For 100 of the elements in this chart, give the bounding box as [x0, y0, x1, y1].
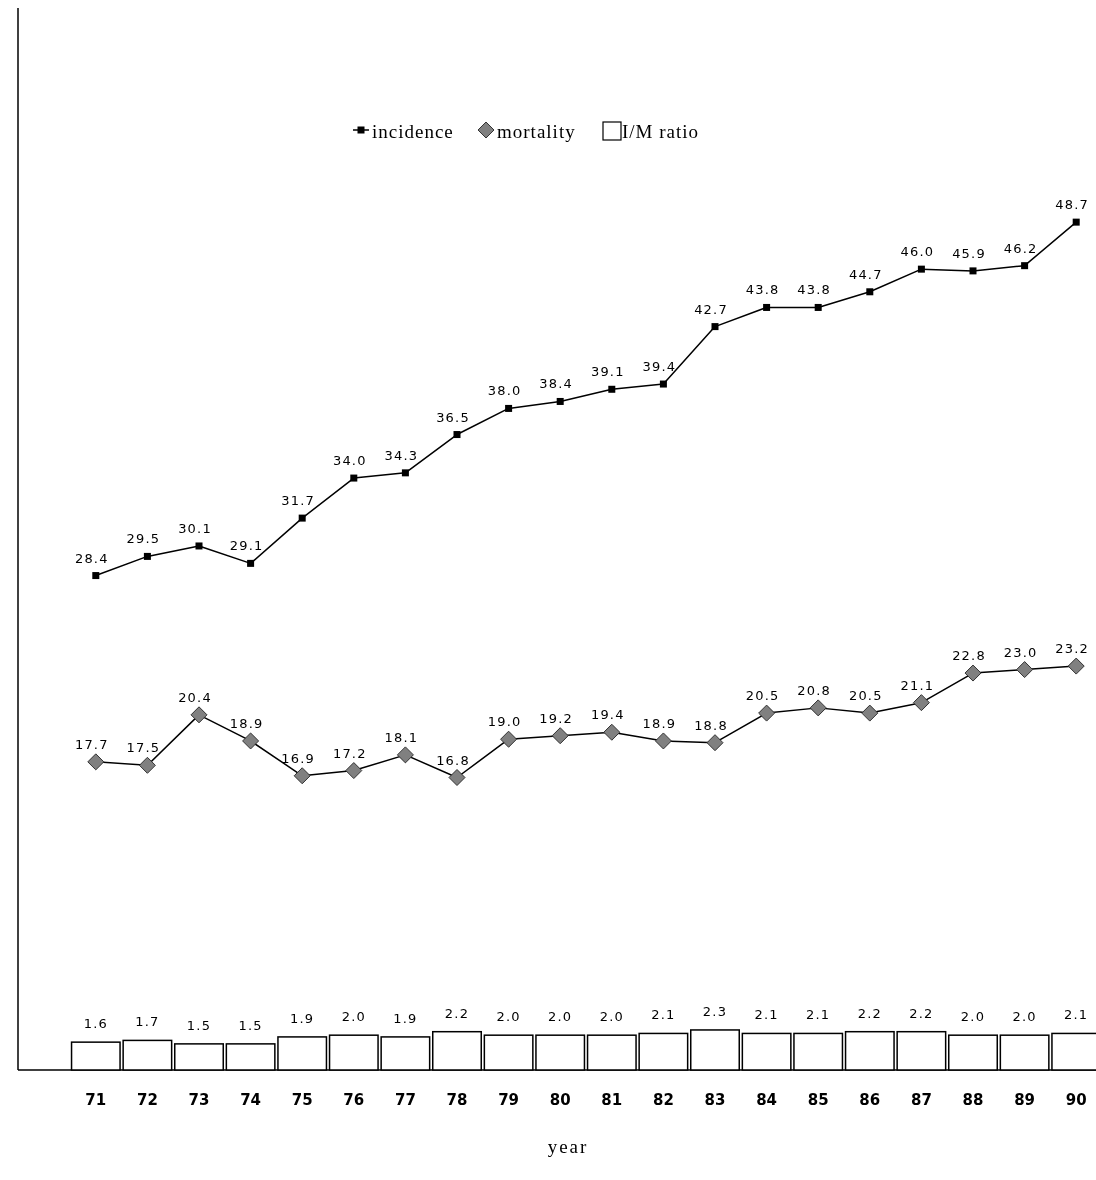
x-tick-label: 85	[807, 1091, 829, 1109]
point	[138, 756, 156, 774]
point	[659, 380, 667, 388]
data-label: 42.7	[694, 301, 728, 317]
data-label: 39.1	[590, 364, 625, 380]
point	[242, 732, 260, 750]
data-label: 1.9	[290, 1010, 315, 1026]
point	[917, 265, 925, 273]
point	[969, 267, 977, 275]
data-label: 48.7	[1055, 197, 1090, 213]
point	[1021, 262, 1029, 270]
data-label: 28.4	[74, 550, 109, 566]
data-label: 20.4	[178, 689, 212, 705]
data-label: 2.1	[1064, 1007, 1089, 1023]
point	[190, 706, 208, 724]
data-label: 2.0	[548, 1009, 573, 1025]
data-label: 1.5	[186, 1017, 212, 1033]
x-tick-label: 74	[240, 1091, 262, 1109]
point	[87, 753, 105, 771]
data-label: 19.0	[487, 714, 522, 730]
data-label: 18.9	[229, 715, 264, 731]
data-label: 20.8	[797, 682, 832, 698]
data-label: 20.5	[745, 688, 780, 704]
point	[809, 699, 827, 717]
data-label: 31.7	[281, 493, 316, 509]
data-label: 29.5	[126, 531, 161, 547]
x-tick-label: 75	[291, 1091, 313, 1109]
data-label: 17.2	[332, 745, 367, 761]
x-tick-label: 82	[652, 1091, 674, 1109]
data-label: 21.1	[900, 677, 935, 693]
data-label: 2.0	[960, 1009, 986, 1025]
point	[453, 431, 461, 439]
data-label: 30.1	[178, 520, 212, 536]
x-tick-label: 79	[498, 1091, 520, 1109]
data-label: 2.0	[341, 1009, 366, 1025]
data-label: 20.5	[848, 688, 883, 704]
data-label: 23.0	[1003, 644, 1038, 660]
point	[298, 514, 306, 522]
data-label: 38.0	[487, 383, 522, 399]
data-label: 1.7	[135, 1014, 160, 1030]
legend-label: incidence	[372, 121, 454, 142]
data-label: 18.9	[642, 715, 677, 731]
data-label: 38.4	[539, 376, 574, 392]
data-label: 45.9	[952, 245, 986, 261]
data-label: 43.8	[745, 282, 780, 298]
x-tick-label: 80	[549, 1091, 571, 1109]
data-label: 18.1	[384, 729, 419, 745]
x-tick-label: 78	[446, 1091, 468, 1109]
x-tick-label: 72	[136, 1091, 158, 1109]
data-label: 2.0	[599, 1009, 624, 1025]
point	[1067, 657, 1085, 675]
data-label: 34.3	[384, 447, 419, 463]
data-label: 16.9	[281, 750, 316, 766]
point	[758, 704, 776, 722]
data-label: 2.2	[909, 1005, 934, 1021]
data-label: 19.4	[590, 707, 625, 723]
data-label: 36.5	[436, 409, 470, 425]
point	[654, 732, 672, 750]
point	[706, 734, 724, 752]
point	[401, 469, 409, 477]
point	[763, 303, 771, 311]
x-tick-label: 87	[910, 1091, 932, 1109]
point	[866, 288, 874, 296]
legend-label: mortality	[497, 121, 576, 142]
x-tick-label: 71	[85, 1091, 107, 1109]
point	[92, 572, 100, 580]
point	[603, 723, 621, 741]
x-tick-label: 73	[188, 1091, 210, 1109]
data-label: 2.0	[496, 1009, 521, 1025]
x-tick-label: 81	[601, 1091, 623, 1109]
data-label: 2.1	[651, 1007, 676, 1023]
point	[505, 404, 513, 412]
data-label: 18.8	[694, 717, 728, 733]
point	[293, 767, 311, 785]
x-axis-title: year	[547, 1136, 589, 1157]
data-label: 1.5	[238, 1017, 263, 1033]
point	[350, 474, 358, 482]
point	[556, 397, 564, 405]
data-label: 29.1	[229, 538, 264, 554]
x-tick-label: 86	[859, 1091, 881, 1109]
data-label: 44.7	[848, 266, 883, 282]
point	[711, 323, 719, 331]
x-tick-label: 77	[394, 1091, 416, 1109]
point	[500, 730, 518, 748]
x-tick-label: 90	[1065, 1091, 1087, 1109]
point	[247, 559, 255, 567]
data-label: 17.5	[126, 740, 161, 756]
data-label: 39.4	[642, 359, 677, 375]
data-label: 1.6	[83, 1016, 108, 1032]
point	[861, 704, 879, 722]
x-tick-label: 84	[756, 1091, 778, 1109]
x-tick-label: 83	[704, 1091, 726, 1109]
point	[345, 762, 363, 780]
data-label: 46.2	[1003, 240, 1038, 256]
data-label: 22.8	[952, 648, 986, 664]
data-label: 2.2	[857, 1005, 882, 1021]
data-label: 2.3	[702, 1003, 728, 1019]
data-label: 46.0	[900, 244, 935, 260]
x-tick-label: 76	[343, 1091, 365, 1109]
point	[964, 664, 982, 682]
